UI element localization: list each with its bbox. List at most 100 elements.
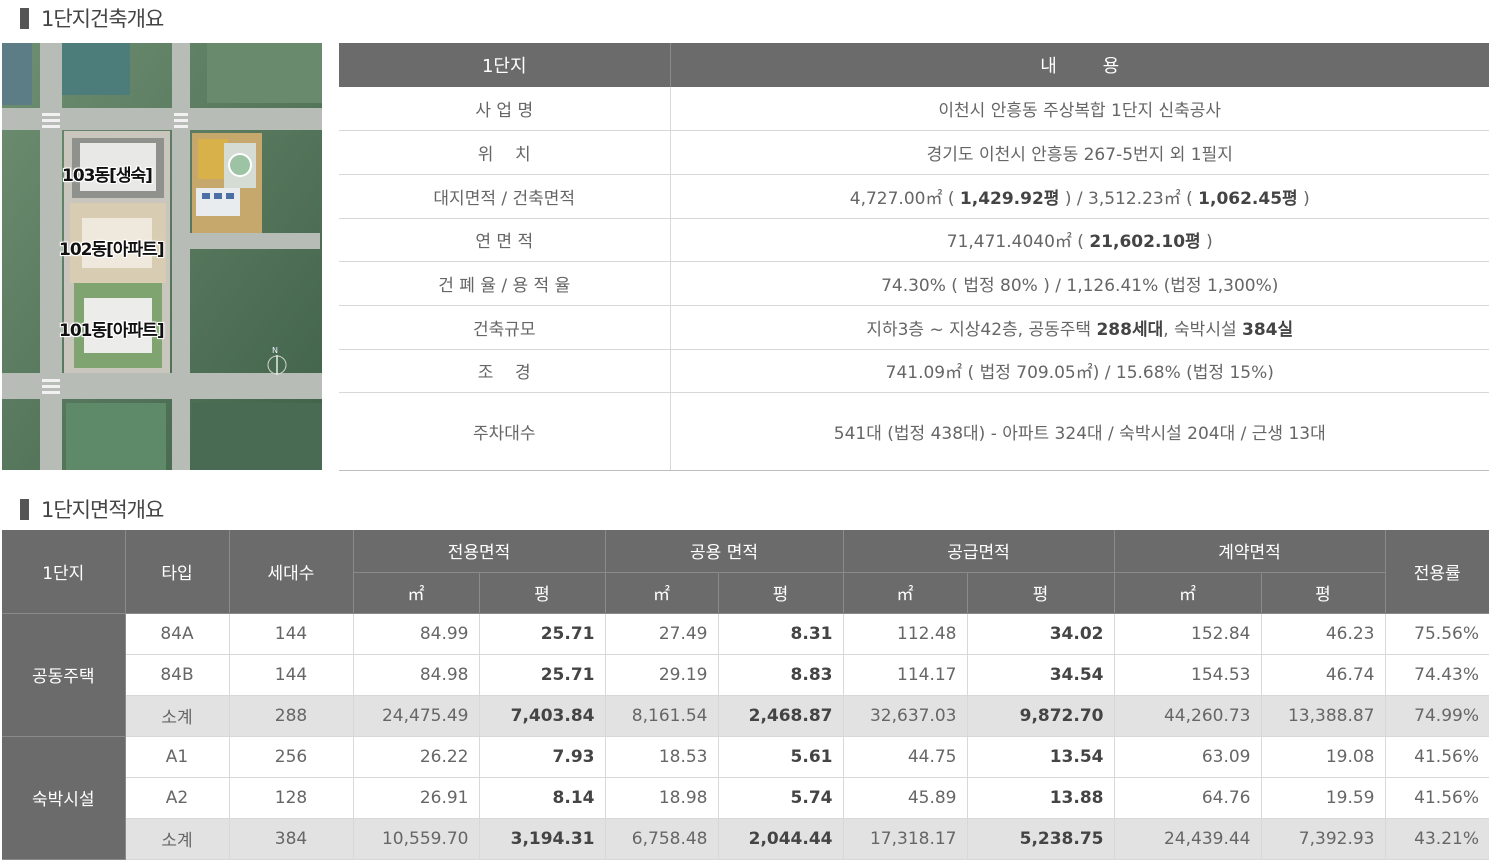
value-part: ) <box>1297 188 1310 209</box>
table-cell: A2 <box>125 777 230 819</box>
table-cell: 288 <box>229 695 354 737</box>
overview-row-coverage: 건 폐 율 / 용 적 율 74.30% ( 법정 80% ) / 1,126.… <box>339 261 1489 306</box>
table-cell: 24,475.49 <box>353 695 480 737</box>
table-cell: 128 <box>229 777 354 819</box>
header-households: 세대수 <box>229 530 354 614</box>
table-cell: 45.89 <box>843 777 968 819</box>
table-cell: 44,260.73 <box>1114 695 1262 737</box>
table-cell: 41.56% <box>1385 736 1489 778</box>
overview-row-parking: 주차대수 541대 (법정 438대) - 아파트 324대 / 숙박시설 20… <box>339 392 1489 472</box>
table-cell: 2,468.87 <box>718 695 844 737</box>
building-103-label: 103동[생숙] <box>62 166 153 186</box>
table-row: A2 128 26.91 8.14 18.98 5.74 45.89 13.88 64.76 19… <box>2 777 1489 819</box>
overview-row-floor-area: 연 면 적 71,471.4040㎡ ( 21,602.10평 ) <box>339 218 1489 263</box>
overview-header-complex: 1단지 <box>339 43 671 87</box>
table-cell: 144 <box>229 654 354 696</box>
row-value: 지하3층 ~ 지상42층, 공동주택 288세대, 숙박시설 384실 <box>670 305 1489 350</box>
overview-row-site-area: 대지면적 / 건축면적 4,727.00㎡ ( 1,429.92평 ) / 3,… <box>339 174 1489 219</box>
header-exclusive-area: 전용면적 <box>353 530 606 573</box>
row-value: 74.30% ( 법정 80% ) / 1,126.41% (법정 1,300%… <box>670 261 1489 306</box>
table-cell: 13,388.87 <box>1261 695 1386 737</box>
overview-header-row: 1단지 내 용 <box>339 43 1489 87</box>
table-cell: 25.71 <box>479 613 606 655</box>
header-unit-pyeong: 평 <box>718 572 844 614</box>
table-cell: 5.61 <box>718 736 844 778</box>
header-unit-pyeong: 평 <box>479 572 606 614</box>
table-cell: 18.53 <box>605 736 719 778</box>
table-cell: 18.98 <box>605 777 719 819</box>
header-unit-sqm: ㎡ <box>1114 572 1262 614</box>
value-part: ) / 3,512.23㎡ ( <box>1059 188 1199 209</box>
table-cell: 19.59 <box>1261 777 1386 819</box>
table-cell: 10,559.70 <box>353 818 480 860</box>
section-title-area-overview: 1단지면적개요 <box>20 494 164 524</box>
table-cell: 8,161.54 <box>605 695 719 737</box>
row-label: 대지면적 / 건축면적 <box>339 174 671 219</box>
table-cell: 46.23 <box>1261 613 1386 655</box>
table-cell: 46.74 <box>1261 654 1386 696</box>
table-cell: 44.75 <box>843 736 968 778</box>
overview-row-location: 위 치 경기도 이천시 안흥동 267-5번지 외 1필지 <box>339 130 1489 175</box>
building-102-label: 102동[아파트] <box>59 240 165 260</box>
value-bold: 384실 <box>1242 319 1294 340</box>
header-type: 타입 <box>125 530 230 614</box>
header-contract-area: 계약면적 <box>1114 530 1386 573</box>
table-cell: 63.09 <box>1114 736 1262 778</box>
value-bold: 21,602.10평 <box>1089 232 1201 253</box>
header-unit-pyeong: 평 <box>1261 572 1386 614</box>
header-unit-sqm: ㎡ <box>353 572 480 614</box>
group-label: 공동주택 <box>2 613 126 737</box>
overview-row-scale: 건축규모 지하3층 ~ 지상42층, 공동주택 288세대, 숙박시설 384실 <box>339 305 1489 350</box>
subtotal-row: 소계 288 24,475.49 7,403.84 8,161.54 2,468.87 32… <box>2 695 1489 737</box>
table-cell: 32,637.03 <box>843 695 968 737</box>
group-label: 숙박시설 <box>2 736 126 860</box>
value-part: , 숙박시설 <box>1163 319 1243 340</box>
row-value: 경기도 이천시 안흥동 267-5번지 외 1필지 <box>670 130 1489 175</box>
table-cell: 17,318.17 <box>843 818 968 860</box>
table-cell: 6,758.48 <box>605 818 719 860</box>
table-cell: 384 <box>229 818 354 860</box>
table-cell: 25.71 <box>479 654 606 696</box>
area-overview-table: 1단지 타입 세대수 전용면적 공용 면적 공급면적 계약면적 전용률 ㎡ 평 … <box>2 530 1489 860</box>
table-cell: 84A <box>125 613 230 655</box>
compass-north-label: N <box>272 346 278 355</box>
header-supply-area: 공급면적 <box>843 530 1115 573</box>
table-cell: 8.83 <box>718 654 844 696</box>
table-cell: 29.19 <box>605 654 719 696</box>
row-label: 주차대수 <box>339 392 671 472</box>
table-cell: 7,392.93 <box>1261 818 1386 860</box>
building-101-label: 101동[아파트] <box>59 321 165 341</box>
value-bold: 1,062.45평 <box>1198 188 1298 209</box>
table-cell: 9,872.70 <box>967 695 1115 737</box>
header-unit-sqm: ㎡ <box>843 572 968 614</box>
table-cell: 43.21% <box>1385 818 1489 860</box>
header-unit-sqm: ㎡ <box>605 572 719 614</box>
value-part: 지하3층 ~ 지상42층, 공동주택 <box>866 319 1097 340</box>
table-cell: 5,238.75 <box>967 818 1115 860</box>
row-label: 연 면 적 <box>339 218 671 263</box>
row-label: 건 폐 율 / 용 적 율 <box>339 261 671 306</box>
table-cell: 144 <box>229 613 354 655</box>
table-cell: 13.54 <box>967 736 1115 778</box>
table-cell: 2,044.44 <box>718 818 844 860</box>
table-cell: 74.43% <box>1385 654 1489 696</box>
table-cell: 7,403.84 <box>479 695 606 737</box>
header-ratio: 전용률 <box>1385 530 1489 614</box>
value-part: 4,727.00㎡ ( <box>849 188 960 209</box>
table-cell: 84B <box>125 654 230 696</box>
table-cell: 26.91 <box>353 777 480 819</box>
table-row: 84B 144 84.98 25.71 29.19 8.83 114.17 34.54 154.… <box>2 654 1489 696</box>
table-cell: 19.08 <box>1261 736 1386 778</box>
row-value: 741.09㎡ ( 법정 709.05㎡) / 15.68% (법정 15%) <box>670 349 1489 394</box>
row-value: 4,727.00㎡ ( 1,429.92평 ) / 3,512.23㎡ ( 1,… <box>670 174 1489 219</box>
value-bold: 288세대 <box>1096 319 1164 340</box>
value-part: 71,471.4040㎡ ( <box>946 232 1090 253</box>
header-unit-pyeong: 평 <box>967 572 1115 614</box>
table-cell: 41.56% <box>1385 777 1489 819</box>
header-complex: 1단지 <box>2 530 126 614</box>
title-bar-marker <box>20 7 29 29</box>
table-cell: 27.49 <box>605 613 719 655</box>
area-header-row-1: 1단지 타입 세대수 전용면적 공용 면적 공급면적 계약면적 전용률 <box>2 530 1489 614</box>
overview-header-content: 내 용 <box>670 43 1489 87</box>
table-cell: 112.48 <box>843 613 968 655</box>
